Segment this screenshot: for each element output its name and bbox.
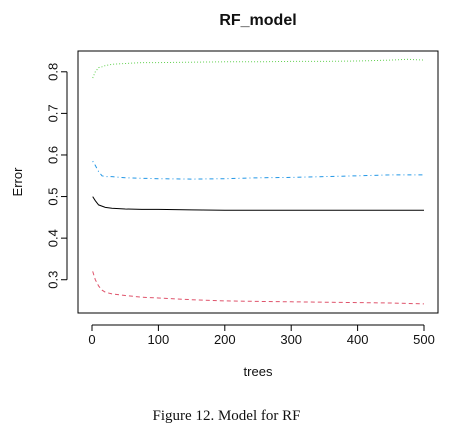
y-tick-label: 0.6 bbox=[46, 146, 61, 164]
series-line-2 bbox=[92, 271, 425, 305]
figure-caption: Figure 12. Model for RF bbox=[152, 408, 301, 424]
series-layer bbox=[92, 58, 425, 305]
x-tick-label: 400 bbox=[347, 332, 369, 347]
x-tick-label: 300 bbox=[280, 332, 302, 347]
series-line-3 bbox=[92, 58, 425, 79]
series-line-4 bbox=[92, 160, 424, 180]
plot-frame bbox=[77, 50, 439, 314]
y-axis: 0.3 0.4 0.5 0.6 0.7 0.8 bbox=[46, 63, 68, 289]
y-tick-label: 0.3 bbox=[46, 271, 61, 289]
x-axis-label: trees bbox=[244, 364, 273, 379]
y-tick-label: 0.7 bbox=[46, 104, 61, 122]
x-tick-label: 0 bbox=[88, 332, 95, 347]
x-axis: 0 100 200 300 400 500 bbox=[88, 324, 435, 347]
y-tick-label: 0.5 bbox=[46, 188, 61, 206]
y-tick-label: 0.8 bbox=[46, 63, 61, 81]
y-axis-label: Error bbox=[10, 167, 25, 197]
series-line-1 bbox=[92, 196, 424, 211]
x-tick-label: 500 bbox=[413, 332, 435, 347]
x-tick-label: 100 bbox=[148, 332, 170, 347]
chart-title: RF_model bbox=[219, 12, 296, 29]
y-tick-label: 0.4 bbox=[46, 229, 61, 247]
x-tick-label: 200 bbox=[214, 332, 236, 347]
